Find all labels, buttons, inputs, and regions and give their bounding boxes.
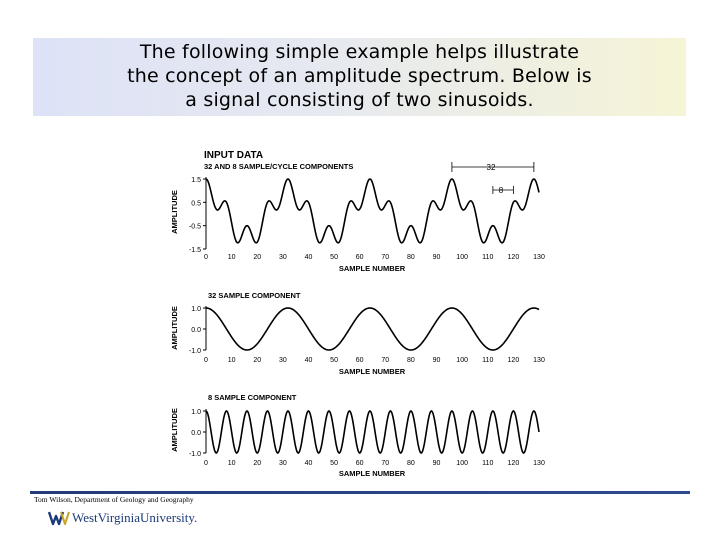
figure-svg: INPUT DATA 32 AND 8 SAMPLE/CYCLE COMPONE… <box>170 150 545 478</box>
title-line-3: a signal consisting of two sinusoids. <box>185 89 534 111</box>
annotation-period-32: 32 <box>487 163 496 172</box>
panel3-ytick-label: 1.0 <box>191 409 201 416</box>
panel1-xtick-label: 60 <box>356 254 364 261</box>
panel3-xtick-label: 20 <box>253 460 261 467</box>
panel3-xtick-label: 60 <box>356 460 364 467</box>
panel3-xtick-label: 120 <box>508 460 520 467</box>
panel3-xtick-label: 90 <box>433 460 441 467</box>
panel2-xtick-label: 70 <box>381 357 389 364</box>
flying-wv-icon <box>48 511 70 526</box>
panel2-waveform <box>205 307 540 351</box>
panel1-ytick-label: 0.5 <box>191 200 201 207</box>
panel3-xtick-label: 80 <box>407 460 415 467</box>
panel1-xtick-label: 110 <box>482 254 493 261</box>
author-credit: Tom Wilson, Department of Geology and Ge… <box>34 495 194 504</box>
panel3-waveform <box>205 410 540 454</box>
panel3-xtick-label: 100 <box>456 460 468 467</box>
logo-text: WestVirginiaUniversity. <box>72 510 198 525</box>
panel3-ytick-label: -1.0 <box>189 451 201 458</box>
panel1-xtick-label: 0 <box>204 254 208 261</box>
panel2-ytick-label: 0.0 <box>191 327 201 334</box>
panel2-ylabel: AMPLITUDE <box>170 306 179 350</box>
panel1-xtick-label: 90 <box>433 254 441 261</box>
panel2-xtick-label: 50 <box>330 357 338 364</box>
title-banner <box>33 38 686 116</box>
panel1-ytick-label: -1.5 <box>189 247 201 254</box>
panel2-xtick-label: 0 <box>204 357 208 364</box>
footer-rule <box>30 491 690 494</box>
panel2-xtick-label: 110 <box>482 357 493 364</box>
panel2-title: 32 SAMPLE COMPONENT <box>208 291 301 300</box>
panel1-ytick-label: -0.5 <box>189 224 201 231</box>
sinusoid-figure: INPUT DATA 32 AND 8 SAMPLE/CYCLE COMPONE… <box>160 140 560 480</box>
panel2-ytick-label: -1.0 <box>189 348 201 355</box>
panel3-xtick-label: 0 <box>204 460 208 467</box>
panel1-title: INPUT DATA <box>204 150 263 161</box>
panel2-xtick-label: 90 <box>433 357 441 364</box>
panel3-xtick-label: 130 <box>533 460 545 467</box>
panel1-xtick-label: 120 <box>508 254 520 261</box>
panel1-ytick-label: 1.5 <box>191 177 201 184</box>
panel2-xtick-label: 60 <box>356 357 364 364</box>
panel1-xtick-label: 50 <box>330 254 338 261</box>
panel1-xtick-label: 20 <box>253 254 261 261</box>
panel3-xlabel: SAMPLE NUMBER <box>339 469 406 478</box>
panel2-xlabel: SAMPLE NUMBER <box>339 367 406 376</box>
panel2-xtick-label: 80 <box>407 357 415 364</box>
title-line-1: The following simple example helps illus… <box>139 41 580 63</box>
panel3-title: 8 SAMPLE COMPONENT <box>208 393 297 402</box>
panel2-xtick-label: 100 <box>456 357 468 364</box>
panel1-xtick-label: 10 <box>228 254 236 261</box>
panel1-xtick-label: 30 <box>279 254 287 261</box>
panel3-xtick-label: 10 <box>228 460 236 467</box>
panel1-xtick-label: 130 <box>533 254 545 261</box>
panel3-ylabel: AMPLITUDE <box>170 408 179 452</box>
panel2-xtick-label: 10 <box>228 357 236 364</box>
panel1-waveform <box>205 178 540 244</box>
wvu-logo: WestVirginiaUniversity. <box>48 507 197 529</box>
panel2-ytick-label: 1.0 <box>191 306 201 313</box>
panel3-xtick-label: 50 <box>330 460 338 467</box>
panel1-subtitle: 32 AND 8 SAMPLE/CYCLE COMPONENTS <box>204 162 353 171</box>
panel1-xtick-label: 70 <box>381 254 389 261</box>
panel1-xtick-label: 80 <box>407 254 415 261</box>
panel2-xtick-label: 130 <box>533 357 545 364</box>
panel2-xtick-label: 40 <box>305 357 313 364</box>
panel3-xtick-label: 30 <box>279 460 287 467</box>
panel1-xtick-label: 100 <box>456 254 468 261</box>
panel3-xtick-label: 110 <box>482 460 493 467</box>
title-line-2: the concept of an amplitude spectrum. Be… <box>127 65 592 87</box>
panel3-xtick-label: 40 <box>305 460 313 467</box>
panel3-ytick-label: 0.0 <box>191 430 201 437</box>
panel2-xtick-label: 30 <box>279 357 287 364</box>
panel1-xtick-label: 40 <box>305 254 313 261</box>
panel3-xtick-label: 70 <box>381 460 389 467</box>
panel2-xtick-label: 120 <box>508 357 520 364</box>
panel1-xlabel: SAMPLE NUMBER <box>339 264 406 273</box>
annotation-period-8: 8 <box>499 186 504 195</box>
panel1-ylabel: AMPLITUDE <box>170 190 179 234</box>
panel2-xtick-label: 20 <box>253 357 261 364</box>
